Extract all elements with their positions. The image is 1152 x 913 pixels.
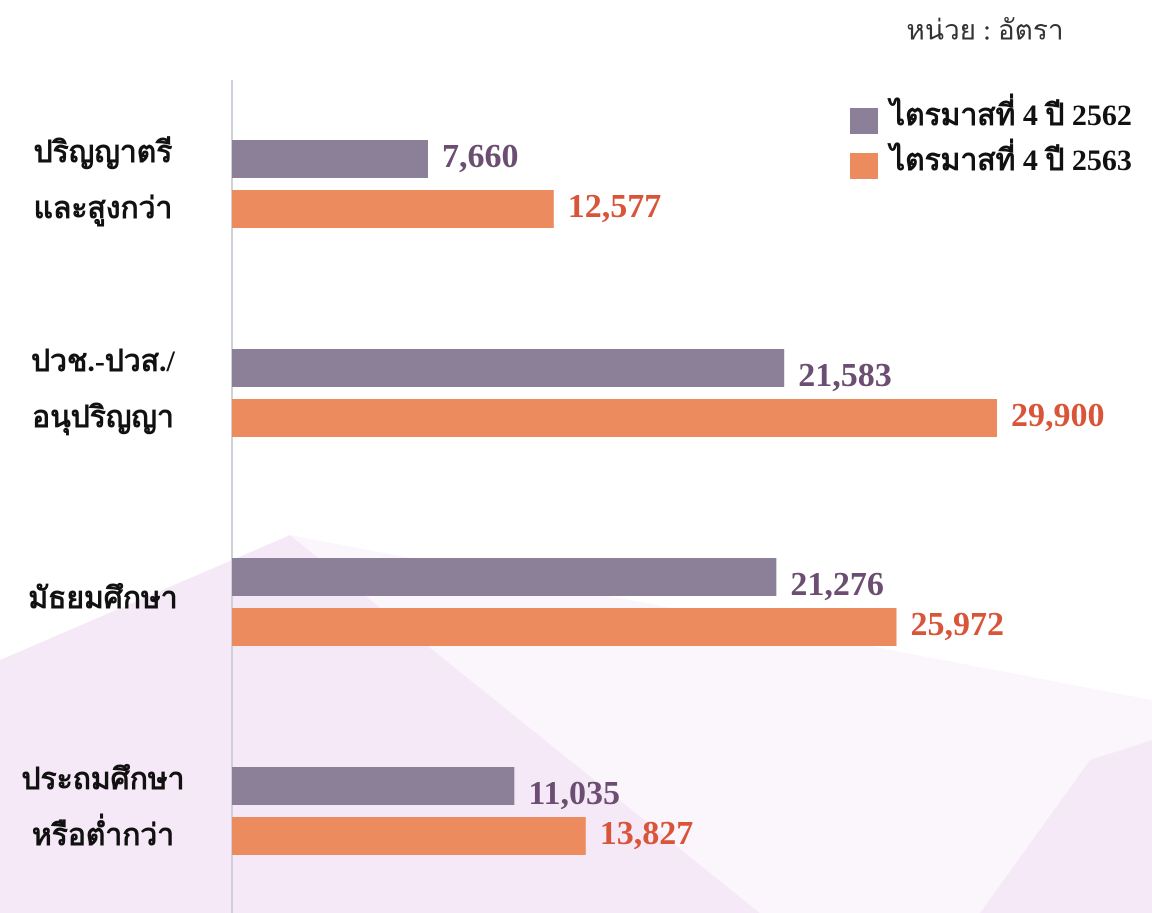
category-label: ประถมศึกษา [21, 763, 184, 796]
value-label: 21,276 [790, 566, 884, 603]
bar [232, 817, 586, 855]
value-label: 12,577 [568, 188, 662, 225]
bar [232, 608, 897, 646]
legend-swatch [850, 108, 878, 134]
value-label: 25,972 [911, 606, 1005, 643]
bar [232, 140, 428, 178]
category-label: อนุปริญญา [32, 401, 174, 436]
legend-swatch [850, 153, 878, 179]
bar [232, 767, 515, 805]
bar [232, 399, 997, 437]
category-label: ปวช.-ปวส./ [31, 345, 175, 378]
value-label: 21,583 [798, 357, 892, 394]
value-label: 29,900 [1011, 397, 1105, 434]
value-label: 11,035 [528, 775, 620, 812]
unit-label: หน่วย : อัตรา [906, 15, 1063, 46]
category-label: หรือต่ำกว่า [32, 813, 174, 852]
bar [232, 558, 777, 596]
legend-label: ไตรมาสที่ 4 ปี 2562 [887, 93, 1132, 132]
value-label: 7,660 [442, 138, 519, 175]
category-label: และสูงกว่า [34, 192, 173, 227]
bar [232, 190, 554, 228]
bar [232, 349, 785, 387]
legend-label: ไตรมาสที่ 4 ปี 2563 [887, 138, 1132, 177]
value-label: 13,827 [600, 815, 694, 852]
category-label: ปริญญาตรี [34, 136, 173, 170]
background-shape [980, 740, 1152, 913]
category-label: มัธยมศึกษา [28, 582, 177, 615]
